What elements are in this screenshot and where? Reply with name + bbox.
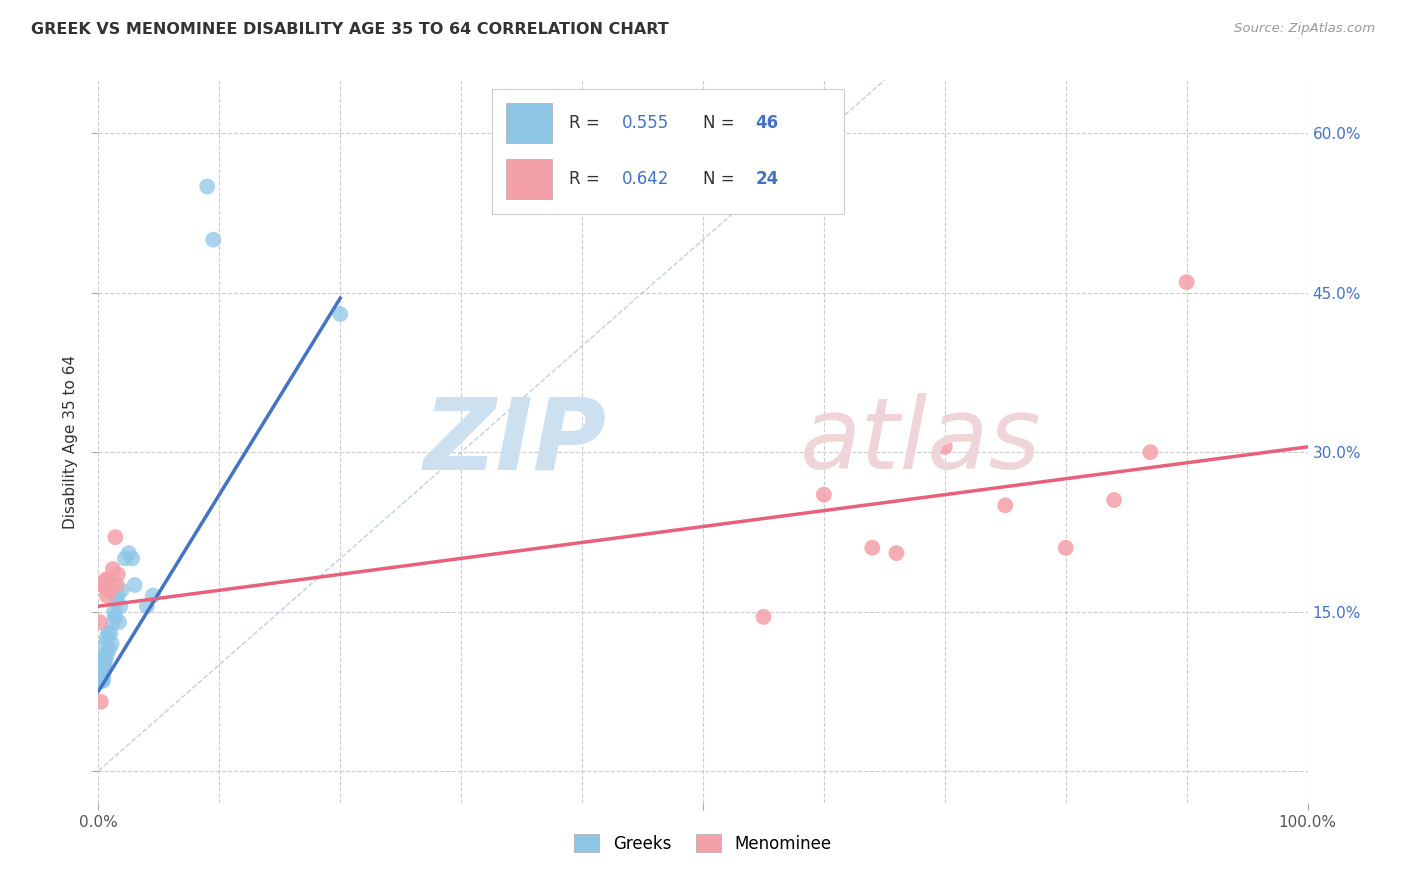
Point [97, 573, 120, 587]
Point [94, 573, 117, 587]
Point [91, 668, 114, 682]
Point [91, 673, 114, 688]
Point [118, 546, 141, 560]
Point [114, 551, 136, 566]
Y-axis label: Disability Age 35 to 64: Disability Age 35 to 64 [63, 354, 79, 529]
Text: GREEK VS MENOMINEE DISABILITY AGE 35 TO 64 CORRELATION CHART: GREEK VS MENOMINEE DISABILITY AGE 35 TO … [31, 22, 669, 37]
Text: N =: N = [703, 114, 740, 132]
Point [94, 636, 117, 650]
Point [195, 179, 218, 194]
Point [94, 652, 117, 666]
Point [108, 615, 131, 630]
Point [90, 663, 112, 677]
Text: R =: R = [569, 114, 606, 132]
Point [93, 663, 115, 677]
Point [91, 668, 114, 682]
Point [91, 668, 114, 682]
Point [98, 583, 121, 598]
Point [91, 673, 114, 688]
Text: ZIP: ZIP [423, 393, 606, 490]
Point [752, 610, 775, 624]
Point [97, 625, 120, 640]
Point [103, 605, 125, 619]
Point [202, 233, 225, 247]
Point [101, 615, 124, 630]
Point [110, 583, 132, 598]
Point [91, 663, 114, 677]
Point [994, 498, 1017, 512]
Point [90, 652, 112, 666]
Point [142, 589, 165, 603]
Point [93, 647, 115, 661]
Point [101, 562, 124, 576]
Point [108, 599, 131, 614]
Point [105, 594, 128, 608]
Point [813, 488, 835, 502]
Point [90, 695, 112, 709]
Legend: Greeks, Menominee: Greeks, Menominee [568, 828, 838, 860]
Text: 0.555: 0.555 [621, 114, 669, 132]
Point [89, 668, 111, 682]
Point [100, 578, 122, 592]
FancyBboxPatch shape [506, 103, 551, 143]
Text: N =: N = [703, 170, 740, 188]
Point [104, 530, 127, 544]
Point [91, 657, 114, 672]
Point [121, 551, 143, 566]
Point [96, 589, 118, 603]
Point [90, 657, 112, 672]
Point [100, 636, 122, 650]
Point [89, 673, 111, 688]
Point [96, 647, 118, 661]
Point [104, 610, 127, 624]
Point [100, 625, 122, 640]
Point [124, 578, 146, 592]
Text: 24: 24 [756, 170, 779, 188]
Point [1175, 275, 1198, 289]
Text: Source: ZipAtlas.com: Source: ZipAtlas.com [1234, 22, 1375, 36]
Text: 46: 46 [756, 114, 779, 132]
Point [1102, 493, 1125, 508]
Point [93, 657, 115, 672]
Point [90, 673, 112, 688]
Point [105, 578, 128, 592]
Point [96, 631, 118, 645]
Point [860, 541, 883, 555]
Point [98, 641, 121, 656]
Point [135, 599, 157, 614]
Point [90, 668, 112, 682]
Point [1139, 445, 1161, 459]
Point [886, 546, 908, 560]
Point [107, 567, 129, 582]
FancyBboxPatch shape [506, 159, 551, 199]
Point [329, 307, 352, 321]
Text: atlas: atlas [800, 393, 1042, 490]
Point [934, 440, 956, 454]
Text: R =: R = [569, 170, 606, 188]
Text: 0.642: 0.642 [621, 170, 669, 188]
Point [93, 578, 115, 592]
Point [89, 663, 111, 677]
Point [107, 589, 129, 603]
Point [91, 578, 114, 592]
Point [91, 657, 114, 672]
Point [91, 663, 114, 677]
Point [89, 615, 111, 630]
Point [91, 578, 114, 592]
Point [1054, 541, 1077, 555]
Point [93, 652, 115, 666]
